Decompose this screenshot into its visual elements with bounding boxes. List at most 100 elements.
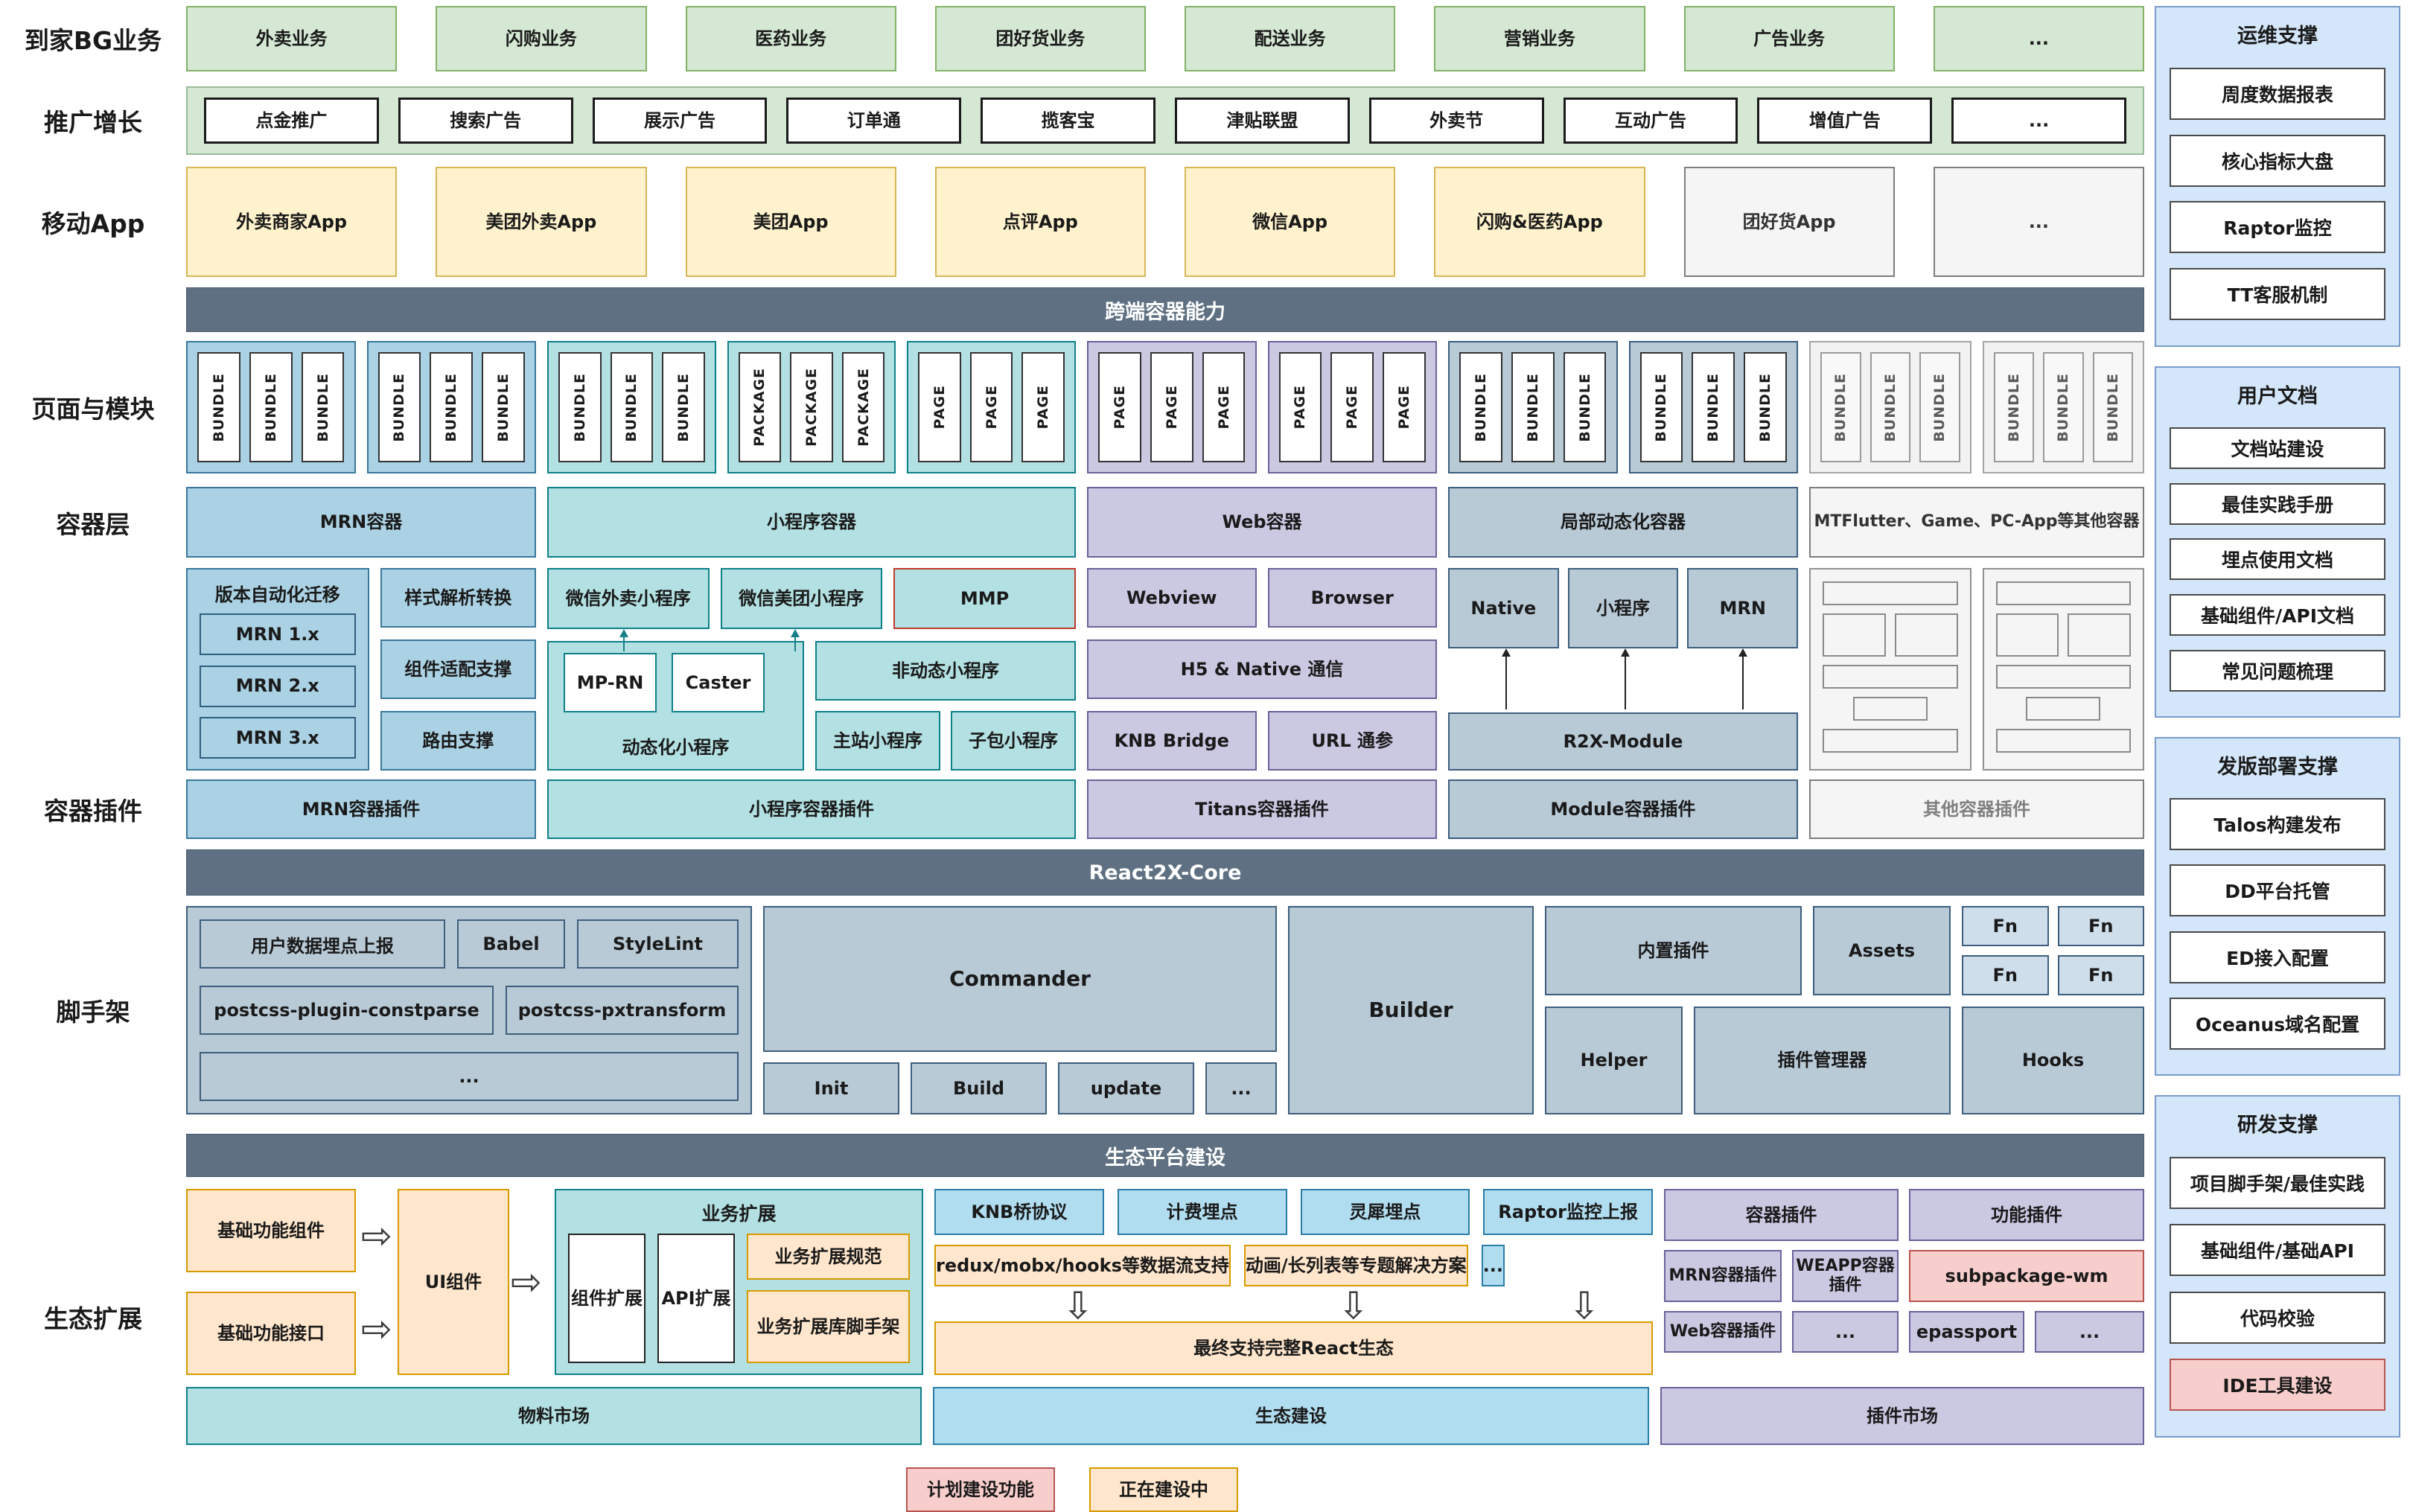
module-slat: BUNDLE xyxy=(1563,352,1607,462)
eco-left: 基础功能组件 基础功能接口 ⇨ ⇨ UI组件 ⇨ xyxy=(186,1189,544,1375)
module-slat: PAGE xyxy=(1202,352,1246,462)
module-slat: PACKAGE xyxy=(738,352,782,462)
promo-box: 展示广告 xyxy=(592,98,768,144)
mrn-support-box: 路由支撑 xyxy=(380,711,536,771)
container-partial-dynamic: 局部动态化容器 xyxy=(1448,487,1798,558)
update-box: update xyxy=(1058,1062,1194,1114)
row-promo: 推广增长 点金推广 搜索广告 展示广告 订单通 揽客宝 津贴联盟 外卖节 互动广告 增值广告..… xyxy=(0,86,2144,155)
eco-capability-box: KNB桥协议 xyxy=(934,1189,1104,1235)
app-box: 美团外卖App xyxy=(436,167,647,277)
plugin-manager-box: 插件管理器 xyxy=(1694,1007,1951,1114)
arrow-mprn-to-wxwaimai xyxy=(619,629,628,651)
babel-box: Babel xyxy=(457,919,565,969)
knb-bridge-box: KNB Bridge xyxy=(1087,711,1257,771)
module-slat: PACKAGE xyxy=(790,352,833,462)
skeleton-bar xyxy=(1852,697,1928,721)
mp-rn-box: MP-RN xyxy=(564,653,657,712)
builder-box: Builder xyxy=(1288,906,1534,1114)
module-slat: PAGE xyxy=(1330,352,1374,462)
fn-box: Fn xyxy=(1962,906,2049,946)
module-group: BUNDLE BUNDLE BUNDLE xyxy=(1628,341,1798,473)
postcss-pxtransform-box: postcss-pxtransform xyxy=(506,986,739,1035)
diagram-main: 到家BG业务 外卖业务 闪购业务 医药业务 团好货业务 配送业务 营销业务 广告业务... … xyxy=(0,6,2144,1512)
react-ecosystem-box: 最终支持完整React生态 xyxy=(934,1321,1653,1375)
arrow-caster-to-wxmeituan xyxy=(791,629,800,651)
app-box: 团好货App xyxy=(1683,167,1895,277)
container-web: Web容器 xyxy=(1087,487,1437,558)
module-slat: BUNDLE xyxy=(610,352,654,462)
module-slat: BUNDLE xyxy=(2043,352,2084,462)
support-item: 项目脚手架/最佳实践 xyxy=(2170,1157,2385,1210)
panel-title: 运维支撑 xyxy=(2237,25,2318,48)
module-group: BUNDLE BUNDLE BUNDLE xyxy=(1982,341,2144,473)
support-item: Raptor监控 xyxy=(2170,201,2385,254)
row-bg-business: 到家BG业务 外卖业务 闪购业务 医药业务 团好货业务 配送业务 营销业务 广告业务... xyxy=(0,6,2144,71)
hooks-box: Hooks xyxy=(1962,1007,2144,1114)
skeleton-square xyxy=(1995,613,2059,657)
web-detail: Webview Browser H5 & Native 通信 KNB Bridg… xyxy=(1087,568,1437,771)
support-item: Oceanus域名配置 xyxy=(2170,997,2385,1050)
module-group: BUNDLE BUNDLE BUNDLE xyxy=(186,341,356,473)
other-container-detail xyxy=(1809,568,2144,771)
promo-box: 点金推广 xyxy=(204,98,379,144)
commander-col: Commander Init Build update ... xyxy=(763,906,1277,1114)
app-label: ... xyxy=(2028,211,2050,232)
promo-wrap: 点金推广 搜索广告 展示广告 订单通 揽客宝 津贴联盟 外卖节 互动广告 增值广告... xyxy=(186,86,2144,155)
container-detail-row: 版本自动化迁移 MRN 1.x MRN 2.x MRN 3.x 样式解析转换 组… xyxy=(186,568,2144,771)
toolbox-row2: postcss-plugin-constparse postcss-pxtran… xyxy=(200,986,739,1035)
module-slat: PAGE xyxy=(1021,352,1065,462)
down-arrow-icon: ⇩ xyxy=(1062,1284,1094,1327)
scaffold-row: 用户数据埋点上报 Babel StyleLint postcss-plugin-… xyxy=(186,906,2144,1114)
miniprogram-detail: 微信外卖小程序 微信美团小程序 MMP MP-RN Caster 动态化小程序 xyxy=(547,568,1076,771)
panel-user-docs: 用户文档 文档站建设 最佳实践手册 埋点使用文档 基础组件/API文档 常见问题梳理 xyxy=(2155,366,2400,718)
biz-extension-title: 业务扩展 xyxy=(701,1203,777,1225)
promo-box: 揽客宝 xyxy=(981,98,1156,144)
modules-sec-other: BUNDLE BUNDLE BUNDLE BUNDLE BUNDLE BUNDL… xyxy=(1809,341,2144,473)
dynamic-mini-label: 动态化小程序 xyxy=(622,737,730,758)
epassport-box: epassport xyxy=(1909,1311,2024,1353)
module-slat: BUNDLE xyxy=(1919,352,1960,462)
eco-solution-box: ... xyxy=(1481,1245,1505,1286)
partial-dynamic-detail: Native 小程序 MRN R2X-Module xyxy=(1448,568,1799,771)
web-row1: Webview Browser xyxy=(1087,568,1437,628)
module-group: BUNDLE BUNDLE BUNDLE xyxy=(1809,341,1971,473)
fn-box: Fn xyxy=(2057,906,2144,946)
skeleton-row xyxy=(1995,613,2131,657)
biz-extension-body: 组件扩展 API扩展 业务扩展规范 业务扩展库脚手架 xyxy=(568,1234,910,1363)
modules-sec-web: PAGE PAGE PAGE PAGE PAGE PAGE xyxy=(1087,341,1437,473)
mrn-container-plugin: MRN容器插件 xyxy=(186,779,536,839)
wx-meituan-mini: 微信美团小程序 xyxy=(720,568,882,629)
main-site-mini-box: 主站小程序 xyxy=(815,711,940,771)
support-item: 周度数据报表 xyxy=(2170,67,2385,120)
browser-box: Browser xyxy=(1267,568,1437,628)
dynamic-mini-box: MP-RN Caster 动态化小程序 xyxy=(547,641,804,771)
skeleton-bar xyxy=(1823,729,1958,753)
bg-business-list: 外卖业务 闪购业务 医药业务 团好货业务 配送业务 营销业务 广告业务... xyxy=(186,6,2144,71)
biz-extension-box: 业务扩展 组件扩展 API扩展 业务扩展规范 业务扩展库脚手架 xyxy=(555,1189,923,1375)
mrn-support-box: 样式解析转换 xyxy=(380,568,536,628)
eco-sources: 基础功能组件 基础功能接口 xyxy=(186,1189,356,1375)
module-slat: PACKAGE xyxy=(841,352,885,462)
support-item: 文档站建设 xyxy=(2170,427,2385,469)
more-feature-box: ... xyxy=(2035,1311,2144,1353)
panel-release-support: 发版部署支撑 Talos构建发布 DD平台托管 ED接入配置 Oceanus域名配置 xyxy=(2155,737,2400,1076)
base-api-box: 基础功能接口 xyxy=(186,1292,356,1375)
business-box: 外卖业务 xyxy=(186,6,398,71)
module-slat: PAGE xyxy=(969,352,1013,462)
promo-container: 点金推广 搜索广告 展示广告 订单通 揽客宝 津贴联盟 外卖节 互动广告 增值广告... xyxy=(186,86,2144,155)
row-apps: 移动App 外卖商家App 美团外卖App 美团App 点评App 微信App 闪购&医药… xyxy=(0,167,2144,277)
container-other: MTFlutter、Game、PC-App等其他容器 xyxy=(1809,487,2144,558)
module-slat: BUNDLE xyxy=(558,352,602,462)
subpackage-wm-box: subpackage-wm xyxy=(1909,1250,2144,1302)
module-group: PAGE PAGE PAGE xyxy=(1087,341,1257,473)
stylelint-box: StyleLint xyxy=(577,919,739,969)
app-box: 外卖商家App xyxy=(186,167,398,277)
r2x-module-box: R2X-Module xyxy=(1448,712,1798,771)
skeleton-row xyxy=(1823,613,1958,657)
module-slat: BUNDLE xyxy=(1692,352,1735,462)
right-arrow-icon: ⇨ xyxy=(361,1307,392,1350)
skeleton-bar xyxy=(2026,697,2101,721)
support-item: 基础组件/基础API xyxy=(2170,1224,2385,1277)
panel-items: Talos构建发布 DD平台托管 ED接入配置 Oceanus域名配置 xyxy=(2170,784,2385,1064)
